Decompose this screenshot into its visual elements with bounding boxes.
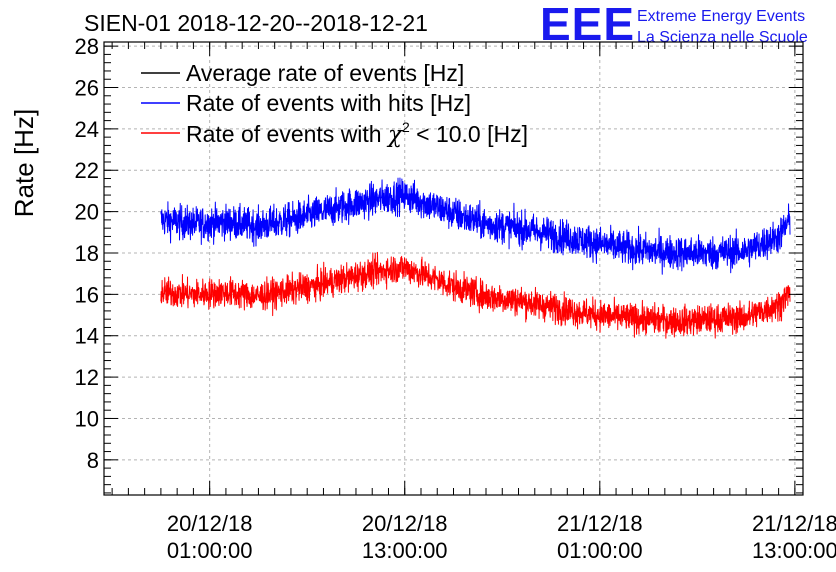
y-tick-label: 16 (75, 282, 99, 307)
x-tick-time: 01:00:00 (167, 538, 253, 563)
x-tick-time: 13:00:00 (752, 538, 836, 563)
chart-title: SIEN-01 2018-12-20--2018-12-21 (84, 10, 428, 36)
y-tick-label: 24 (75, 117, 99, 142)
series-line-2 (160, 251, 791, 339)
legend-label-average: Average rate of events [Hz] (186, 60, 464, 86)
series-line-1 (160, 177, 791, 275)
x-tick-date: 21/12/18 (752, 511, 836, 536)
y-tick-label: 14 (75, 324, 99, 349)
legend: Average rate of events [Hz] Rate of even… (141, 60, 528, 148)
series-lines (160, 177, 791, 339)
y-tick-label: 10 (75, 406, 99, 431)
legend-label-chi2: Rate of events with χ2 < 10.0 [Hz] (186, 119, 528, 148)
x-tick-time: 01:00:00 (557, 538, 643, 563)
y-tick-label: 22 (75, 158, 99, 183)
y-tick-label: 8 (87, 448, 99, 473)
legend-label-hits: Rate of events with hits [Hz] (186, 90, 471, 116)
x-tick-date: 21/12/18 (557, 511, 643, 536)
y-tick-label: 18 (75, 241, 99, 266)
y-axis-title: Rate [Hz] (9, 109, 39, 217)
tick-labels: 81012141618202224262820/12/1801:00:0020/… (75, 34, 836, 563)
logo-line-1: Extreme Energy Events (637, 8, 805, 25)
y-tick-label: 26 (75, 76, 99, 101)
y-tick-label: 20 (75, 200, 99, 225)
x-tick-time: 13:00:00 (362, 538, 448, 563)
axis-ticks (104, 42, 803, 495)
x-tick-date: 20/12/18 (167, 511, 253, 536)
x-tick-date: 20/12/18 (362, 511, 448, 536)
logo-line-2: La Scienza nelle Scuole (637, 29, 808, 46)
y-tick-label: 28 (75, 34, 99, 59)
y-tick-label: 12 (75, 365, 99, 390)
